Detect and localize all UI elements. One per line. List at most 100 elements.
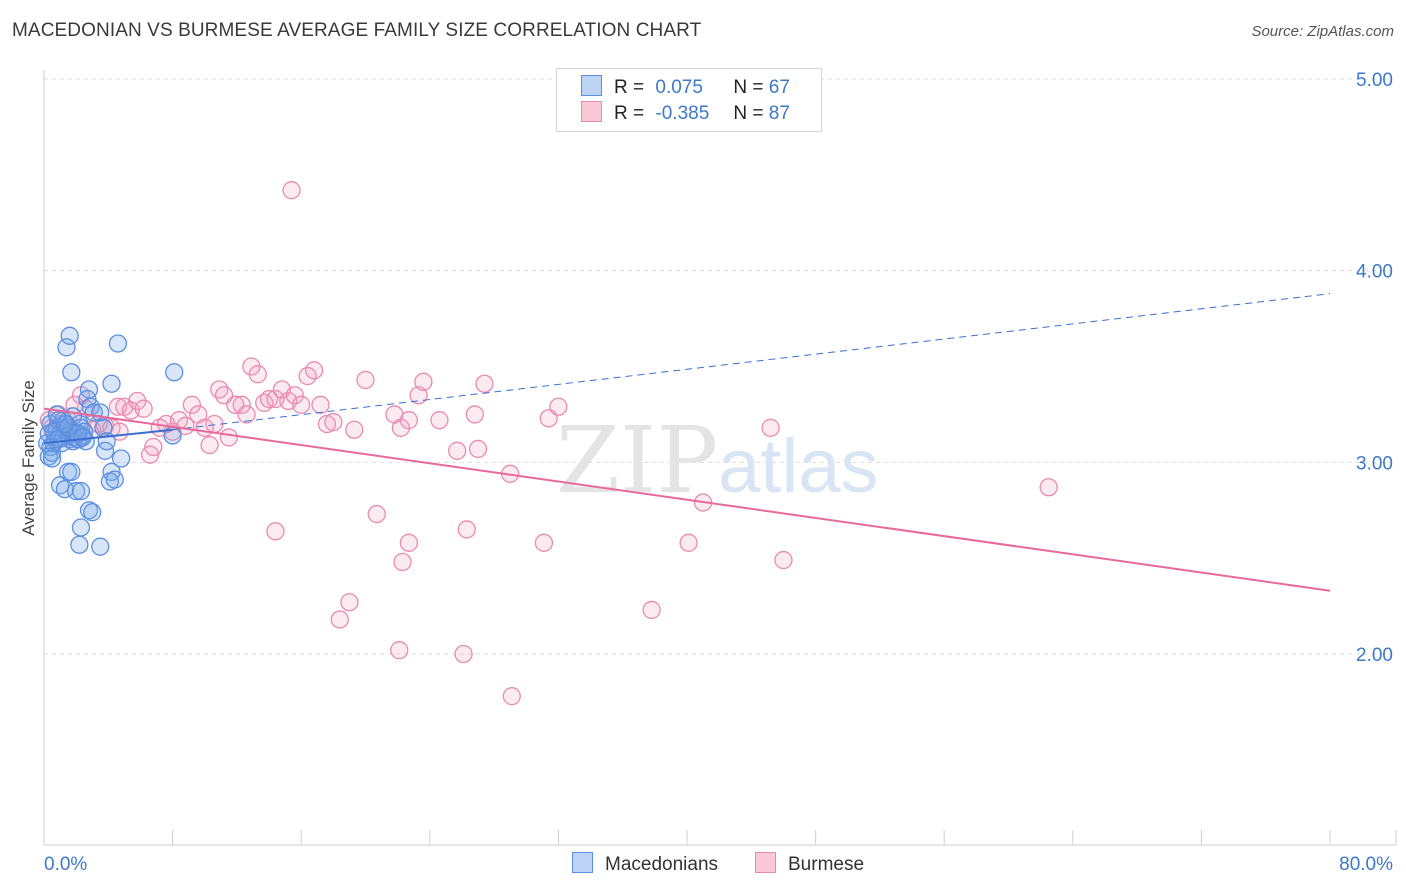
burmese-point xyxy=(468,439,488,459)
y-tick-label: 2.00 xyxy=(1356,645,1393,666)
bottom-legend-macedonians: Macedonians xyxy=(572,852,718,876)
burmese-point xyxy=(144,437,163,457)
swatch-blue xyxy=(572,852,593,873)
legend-row-burmese: R = -0.385 N = 87 xyxy=(581,101,790,127)
macedonian-point xyxy=(42,449,62,468)
burmese-point xyxy=(259,389,279,409)
burmese-point xyxy=(1039,478,1058,497)
burmese-point xyxy=(282,181,301,200)
burmese-point xyxy=(465,405,484,424)
burmese-point xyxy=(304,361,324,380)
burmese-point xyxy=(317,414,337,434)
burmese-point xyxy=(367,504,386,524)
burmese-point xyxy=(399,411,419,430)
burmese-point xyxy=(356,370,375,390)
burmese-point xyxy=(390,641,409,660)
macedonian-point xyxy=(70,535,89,554)
macedonian-point xyxy=(62,363,81,382)
chart-title: MACEDONIAN VS BURMESE AVERAGE FAMILY SIZ… xyxy=(12,20,702,41)
burmese-point xyxy=(340,593,359,612)
burmese-point xyxy=(219,428,239,447)
burmese-point xyxy=(642,600,661,620)
macedonian-point xyxy=(71,518,91,537)
macedonian-point xyxy=(105,470,124,489)
burmese-point xyxy=(134,399,153,418)
macedonian-point xyxy=(39,447,58,466)
legend-swatch-blue xyxy=(581,75,602,96)
legend-n-value: 67 xyxy=(768,77,790,98)
burmese-point xyxy=(457,520,476,539)
macedonian-point xyxy=(73,428,92,447)
burmese-point xyxy=(237,405,256,424)
burmese-point xyxy=(330,610,349,629)
burmese-point xyxy=(502,687,521,706)
bottom-legend-label: Macedonians xyxy=(605,854,719,875)
burmese-point xyxy=(210,380,229,399)
legend-swatch-pink xyxy=(581,101,602,122)
burmese-point xyxy=(285,386,304,405)
y-tick-label: 5.00 xyxy=(1356,70,1393,91)
watermark-atlas: atlas xyxy=(718,424,879,509)
burmese-point xyxy=(774,550,793,570)
legend-box: R = 0.075 N = 67 R = -0.385 N = 87 xyxy=(556,68,822,132)
legend-r-value: 0.075 xyxy=(655,77,703,98)
source-credit: Source: ZipAtlas.com xyxy=(1251,23,1394,40)
burmese-point xyxy=(534,533,554,552)
macedonian-point xyxy=(83,503,102,522)
legend-r-value: -0.385 xyxy=(655,103,710,124)
burmese-point xyxy=(409,386,428,405)
macedonian-trend-extension xyxy=(172,293,1331,431)
legend-n-value: 87 xyxy=(768,103,790,124)
macedonian-point xyxy=(91,537,110,556)
burmese-points xyxy=(39,181,1058,706)
burmese-point xyxy=(200,435,219,455)
legend-n-label: N = xyxy=(733,77,764,98)
trend-lines xyxy=(43,293,1331,592)
macedonian-point xyxy=(67,481,86,501)
burmese-point xyxy=(447,441,467,460)
burmese-point xyxy=(454,644,473,664)
macedonian-point xyxy=(47,405,67,424)
macedonian-point xyxy=(79,501,99,520)
bottom-legend-burmese: Burmese xyxy=(755,852,864,876)
swatch-pink xyxy=(755,852,776,873)
burmese-point xyxy=(182,395,202,414)
burmese-point xyxy=(414,372,433,391)
burmese-point xyxy=(232,395,251,414)
watermark-zip: ZIP xyxy=(556,407,718,514)
legend-n-label: N = xyxy=(733,103,764,124)
y-tick-label: 3.00 xyxy=(1356,453,1393,474)
macedonian-point xyxy=(57,338,76,357)
y-tick-label: 4.00 xyxy=(1356,262,1393,283)
burmese-point xyxy=(248,365,267,384)
burmese-trend-line xyxy=(43,407,1331,592)
macedonian-point xyxy=(60,326,79,345)
burmese-point xyxy=(393,552,412,572)
macedonian-point xyxy=(165,363,184,382)
macedonian-point xyxy=(112,449,131,468)
burmese-point xyxy=(324,412,343,432)
bottom-legend-label: Burmese xyxy=(788,854,865,875)
burmese-point xyxy=(761,418,780,437)
x-tick-label-max: 80.0% xyxy=(1339,854,1393,875)
y-axis-label: Average Family Size xyxy=(19,380,38,536)
macedonian-point xyxy=(102,374,121,393)
macedonian-trend-line xyxy=(43,428,173,445)
burmese-point xyxy=(399,533,419,552)
burmese-point xyxy=(266,522,285,541)
burmese-point xyxy=(430,411,449,430)
legend-row-macedonians: R = 0.075 N = 67 xyxy=(581,75,790,101)
macedonian-point xyxy=(55,480,75,499)
burmese-point xyxy=(292,395,311,414)
tick-labels: 2.00 3.00 4.00 5.00 0.0% 80.0% xyxy=(44,70,1393,875)
burmese-point xyxy=(475,374,494,393)
burmese-point xyxy=(679,533,698,552)
burmese-point xyxy=(345,420,364,439)
macedonian-point xyxy=(108,334,128,353)
legend-r-label: R = xyxy=(614,77,645,98)
macedonian-point xyxy=(71,481,91,501)
legend-r-label: R = xyxy=(614,103,645,124)
burmese-point xyxy=(549,397,568,416)
macedonian-point xyxy=(62,462,81,482)
